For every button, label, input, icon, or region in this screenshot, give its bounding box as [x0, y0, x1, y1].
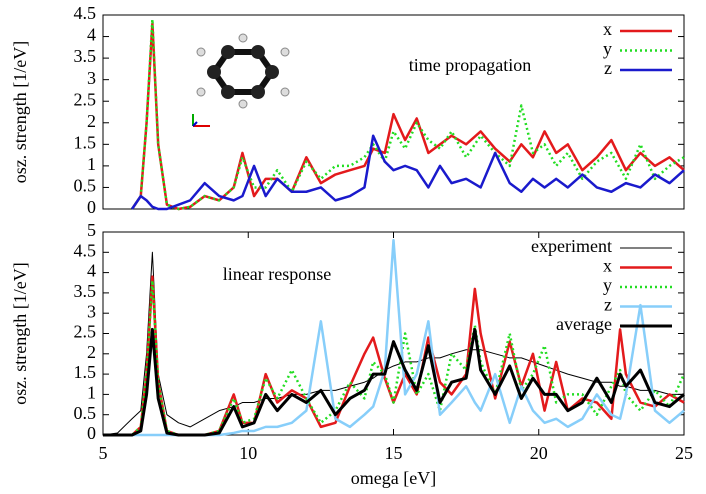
chart: 00.511.522.533.544.5osz. strength [1/eV]…	[0, 0, 706, 494]
y-tick-label: 3	[87, 301, 96, 321]
y-tick-label: 2.5	[74, 89, 97, 109]
y-tick-label: 2	[87, 111, 96, 131]
legend-label: average	[556, 314, 612, 334]
x-tick-label: 15	[385, 443, 403, 463]
y-tick-label: 1.5	[74, 132, 97, 152]
x-tick-label: 5	[99, 443, 108, 463]
series-line	[103, 240, 684, 435]
series-line	[132, 19, 684, 209]
x-tick-label: 10	[239, 443, 257, 463]
y-tick-label: 2	[87, 342, 96, 362]
y-tick-label: 0.5	[74, 176, 97, 196]
y-tick-label: 4.5	[74, 3, 97, 23]
y-tick-label: 4	[87, 261, 96, 281]
series-line	[103, 281, 684, 435]
y-tick-label: 5	[87, 220, 96, 240]
legend-label: z	[604, 295, 612, 315]
series-line	[103, 277, 684, 435]
y-tick-label: 4.5	[74, 240, 97, 260]
y-tick-label: 3	[87, 68, 96, 88]
y-tick-label: 1	[87, 383, 96, 403]
y-tick-label: 1	[87, 154, 96, 174]
y-tick-label: 2.5	[74, 322, 97, 342]
legend-label: x	[603, 19, 612, 39]
y-tick-label: 0	[87, 423, 96, 443]
legend-label: y	[603, 39, 612, 59]
molecule-icon	[197, 34, 289, 108]
annotation: linear response	[223, 264, 331, 284]
y-axis-label: osz. strength [1/eV]	[10, 41, 30, 183]
y-tick-label: 3.5	[74, 46, 97, 66]
x-axis-label: omega [eV]	[351, 468, 436, 488]
series-line	[132, 24, 684, 209]
legend-label: y	[603, 275, 612, 295]
axes-icon	[193, 114, 210, 126]
y-tick-label: 0.5	[74, 403, 97, 423]
y-tick-label: 3.5	[74, 281, 97, 301]
legend-label: x	[603, 256, 612, 276]
y-tick-label: 4	[87, 25, 96, 45]
annotation: time propagation	[409, 55, 531, 75]
legend-label: z	[604, 58, 612, 78]
y-axis-label: osz. strength [1/eV]	[10, 262, 30, 404]
plot-frame	[103, 15, 684, 209]
x-tick-label: 20	[530, 443, 548, 463]
y-tick-label: 1.5	[74, 362, 97, 382]
y-tick-label: 0	[87, 197, 96, 217]
legend-label: experiment	[531, 236, 612, 256]
x-tick-label: 25	[675, 443, 693, 463]
